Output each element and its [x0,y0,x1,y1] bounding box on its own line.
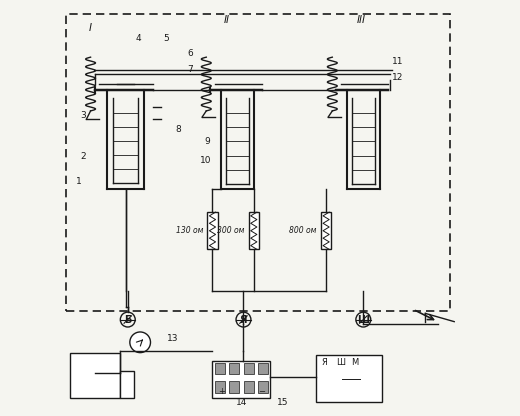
Text: 14: 14 [236,398,247,407]
Bar [229,363,239,374]
Bar [207,212,218,249]
Bar [316,355,382,402]
Bar [321,212,331,249]
Text: 2: 2 [80,152,86,161]
Circle shape [344,372,358,387]
Text: М: М [352,359,359,367]
Text: 9: 9 [204,137,210,146]
Text: 3: 3 [80,111,86,119]
Text: −: − [258,387,265,396]
Text: 800 ом: 800 ом [290,226,317,235]
Text: 5: 5 [163,34,168,43]
Text: 15: 15 [277,398,289,407]
Circle shape [130,332,150,353]
Text: 6: 6 [188,49,193,57]
Text: Я: Я [321,359,327,367]
Text: 11: 11 [392,57,404,66]
Text: II: II [224,15,230,25]
Text: III: III [357,15,366,25]
Text: 10: 10 [200,156,212,165]
Bar [243,363,254,374]
Bar [70,353,120,398]
Bar [258,381,268,393]
Bar [213,361,270,398]
Text: 13: 13 [167,334,178,343]
Text: 300 ом: 300 ом [217,226,244,235]
Text: Ш: Ш [357,314,369,324]
Bar [215,381,225,393]
Bar [215,363,225,374]
Text: 7: 7 [188,65,193,74]
Bar [249,212,259,249]
Text: 130 ом: 130 ом [176,226,203,235]
Text: 4: 4 [136,34,141,43]
Bar [258,363,268,374]
Text: 12: 12 [392,73,404,82]
Circle shape [332,361,370,398]
Text: Ш: Ш [336,359,345,367]
Bar [243,381,254,393]
Text: 1: 1 [76,177,82,186]
Text: Б: Б [124,314,132,324]
Text: +: + [218,387,225,396]
Bar [120,371,134,398]
Text: Я: Я [240,314,247,324]
Bar [229,381,239,393]
Text: 8: 8 [175,125,181,134]
Text: I: I [89,23,92,33]
